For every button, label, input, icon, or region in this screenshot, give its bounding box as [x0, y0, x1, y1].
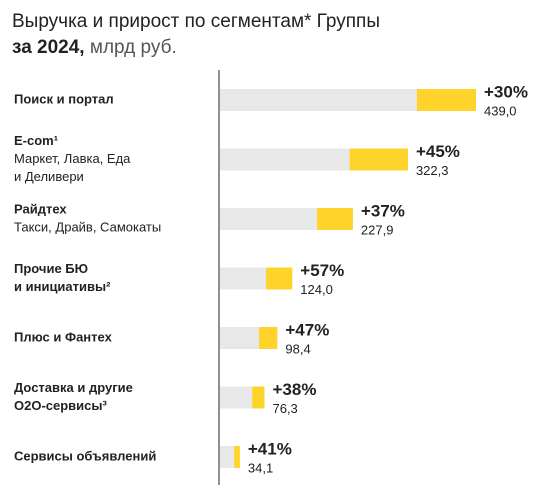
value-label: 124,0 — [300, 282, 333, 297]
growth-label: +30% — [484, 82, 528, 101]
value-label: 34,1 — [248, 460, 273, 475]
chart-title: Выручка и прирост по сегментам* Группы — [12, 11, 380, 32]
growth-label: +45% — [416, 142, 460, 161]
bar-base — [220, 267, 267, 290]
category-label: Прочие БЮ — [14, 261, 88, 276]
value-label: 322,3 — [416, 163, 449, 178]
bar-base — [220, 327, 260, 349]
subtitle: млрд руб. — [90, 37, 177, 58]
bar-base — [220, 208, 318, 230]
category-label: O2O-сервисы³ — [14, 398, 107, 413]
category-label: и инициативы² — [14, 279, 111, 294]
bar-base — [220, 386, 253, 409]
growth-label: +57% — [300, 261, 344, 280]
value-label: 227,9 — [361, 222, 394, 237]
category-label: Доставка и другие — [14, 380, 133, 395]
value-label: 98,4 — [285, 341, 310, 356]
growth-label: +38% — [272, 380, 316, 399]
value-label: 439,0 — [484, 103, 517, 118]
category-note: и Деливери — [14, 169, 84, 184]
growth-label: +37% — [361, 201, 405, 220]
growth-label: +41% — [248, 439, 292, 458]
bar-base — [220, 89, 417, 111]
chart-subtitle: за 2024, млрд руб. — [12, 37, 177, 58]
category-label: Сервисы объявлений — [14, 448, 156, 463]
bar-base — [220, 446, 235, 468]
bar-base — [220, 148, 350, 171]
category-label: Плюс и Фантех — [14, 329, 113, 344]
category-note: Такси, Драйв, Самокаты — [14, 219, 161, 234]
category-label: E-com¹ — [14, 133, 58, 148]
category-label: Райдтех — [14, 201, 67, 216]
value-label: 76,3 — [272, 401, 297, 416]
category-label: Поиск и портал — [14, 91, 114, 106]
subtitle-bold: за 2024, — [12, 37, 85, 58]
growth-label: +47% — [285, 320, 329, 339]
category-note: Маркет, Лавка, Еда — [14, 151, 131, 166]
